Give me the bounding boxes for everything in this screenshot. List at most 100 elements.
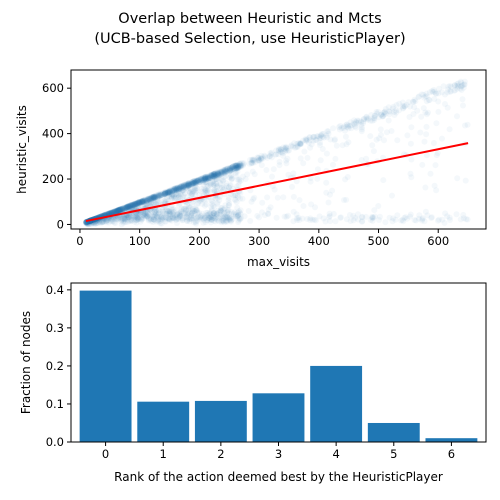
scatter-point (378, 111, 385, 118)
scatter-point (221, 167, 228, 174)
scatter-point (91, 219, 98, 226)
scatter-point (204, 180, 210, 187)
scatter-point (358, 157, 365, 163)
scatter-point (208, 216, 215, 223)
scatter-point (161, 190, 168, 197)
scatter-point (123, 204, 130, 211)
scatter-point (203, 175, 210, 182)
bar-1 (137, 401, 190, 442)
scatter-point (190, 205, 197, 212)
scatter-point (235, 162, 242, 169)
scatter-point (217, 171, 224, 178)
bar-3 (252, 393, 305, 442)
scatter-point (176, 186, 183, 193)
scatter-point (116, 207, 122, 214)
scatter-x-tick-label: 600 (427, 234, 449, 248)
scatter-point (166, 217, 173, 224)
scatter-point (265, 210, 272, 217)
scatter-point (259, 209, 265, 216)
scatter-point (323, 179, 330, 186)
scatter-point (128, 214, 134, 221)
scatter-point (399, 99, 406, 106)
scatter-point (296, 197, 303, 204)
scatter-point (189, 191, 196, 198)
scatter-point (153, 218, 160, 225)
scatter-point (151, 194, 158, 201)
scatter-point (166, 191, 173, 198)
scatter-point (127, 205, 134, 212)
scatter-point (202, 173, 208, 180)
scatter-point (447, 82, 454, 89)
scatter-point (185, 180, 192, 187)
scatter-point (140, 212, 147, 219)
scatter-point (307, 217, 314, 223)
scatter-point (118, 218, 124, 225)
scatter-point (248, 156, 255, 163)
scatter-point (343, 216, 350, 223)
bar-6 (425, 438, 478, 442)
scatter-point (231, 209, 238, 216)
bar-x-tick-label: 0 (102, 447, 109, 461)
scatter-y-label: heuristic_visits (15, 105, 29, 194)
scatter-point (293, 144, 300, 151)
scatter-point (140, 215, 147, 222)
scatter-point (233, 164, 239, 171)
scatter-point (433, 90, 440, 97)
scatter-point (188, 179, 195, 186)
scatter-point (192, 183, 198, 190)
scatter-point (167, 188, 174, 195)
scatter-point (184, 182, 191, 189)
scatter-point (323, 189, 330, 196)
scatter-point (206, 216, 213, 223)
scatter-point (202, 175, 209, 182)
scatter-point (140, 211, 147, 218)
scatter-point (180, 182, 187, 189)
scatter-point (179, 187, 185, 194)
scatter-point (146, 196, 153, 202)
scatter-point (235, 219, 242, 226)
scatter-point (149, 195, 156, 202)
scatter-point (255, 157, 262, 164)
scatter-point (214, 199, 221, 206)
scatter-point (238, 162, 245, 169)
scatter-point (170, 188, 176, 194)
scatter-point (210, 209, 217, 216)
scatter-point (219, 206, 226, 213)
scatter-point (127, 202, 134, 209)
scatter-point (199, 175, 206, 182)
scatter-point (227, 167, 233, 174)
scatter-x-tick-label: 0 (76, 234, 83, 248)
scatter-point (103, 219, 110, 226)
scatter-point (178, 184, 185, 191)
scatter-point (132, 200, 139, 207)
scatter-point (154, 217, 161, 224)
scatter-point (461, 81, 468, 88)
scatter-point (155, 192, 162, 199)
scatter-point (234, 165, 240, 172)
scatter-point (413, 217, 419, 224)
scatter-point (224, 208, 231, 215)
scatter-point (150, 219, 157, 225)
bar-x-tick-label: 2 (217, 447, 224, 461)
scatter-point (227, 217, 234, 224)
scatter-point (84, 221, 91, 227)
scatter-point (210, 202, 217, 209)
scatter-point (380, 177, 387, 184)
scatter-point (157, 220, 164, 227)
scatter-point (188, 191, 195, 198)
scatter-point (168, 208, 175, 215)
scatter-point (288, 143, 295, 150)
scatter-point (234, 204, 241, 211)
scatter-point (119, 216, 125, 223)
scatter-point (163, 189, 170, 196)
scatter-point (347, 119, 354, 126)
scatter-point (155, 192, 162, 199)
scatter-point (237, 177, 244, 184)
scatter-point (439, 216, 446, 223)
scatter-point (123, 218, 130, 225)
scatter-point (130, 212, 137, 219)
scatter-point (184, 210, 190, 217)
scatter-point (162, 190, 169, 197)
scatter-point (199, 200, 206, 207)
scatter-point (214, 194, 221, 201)
